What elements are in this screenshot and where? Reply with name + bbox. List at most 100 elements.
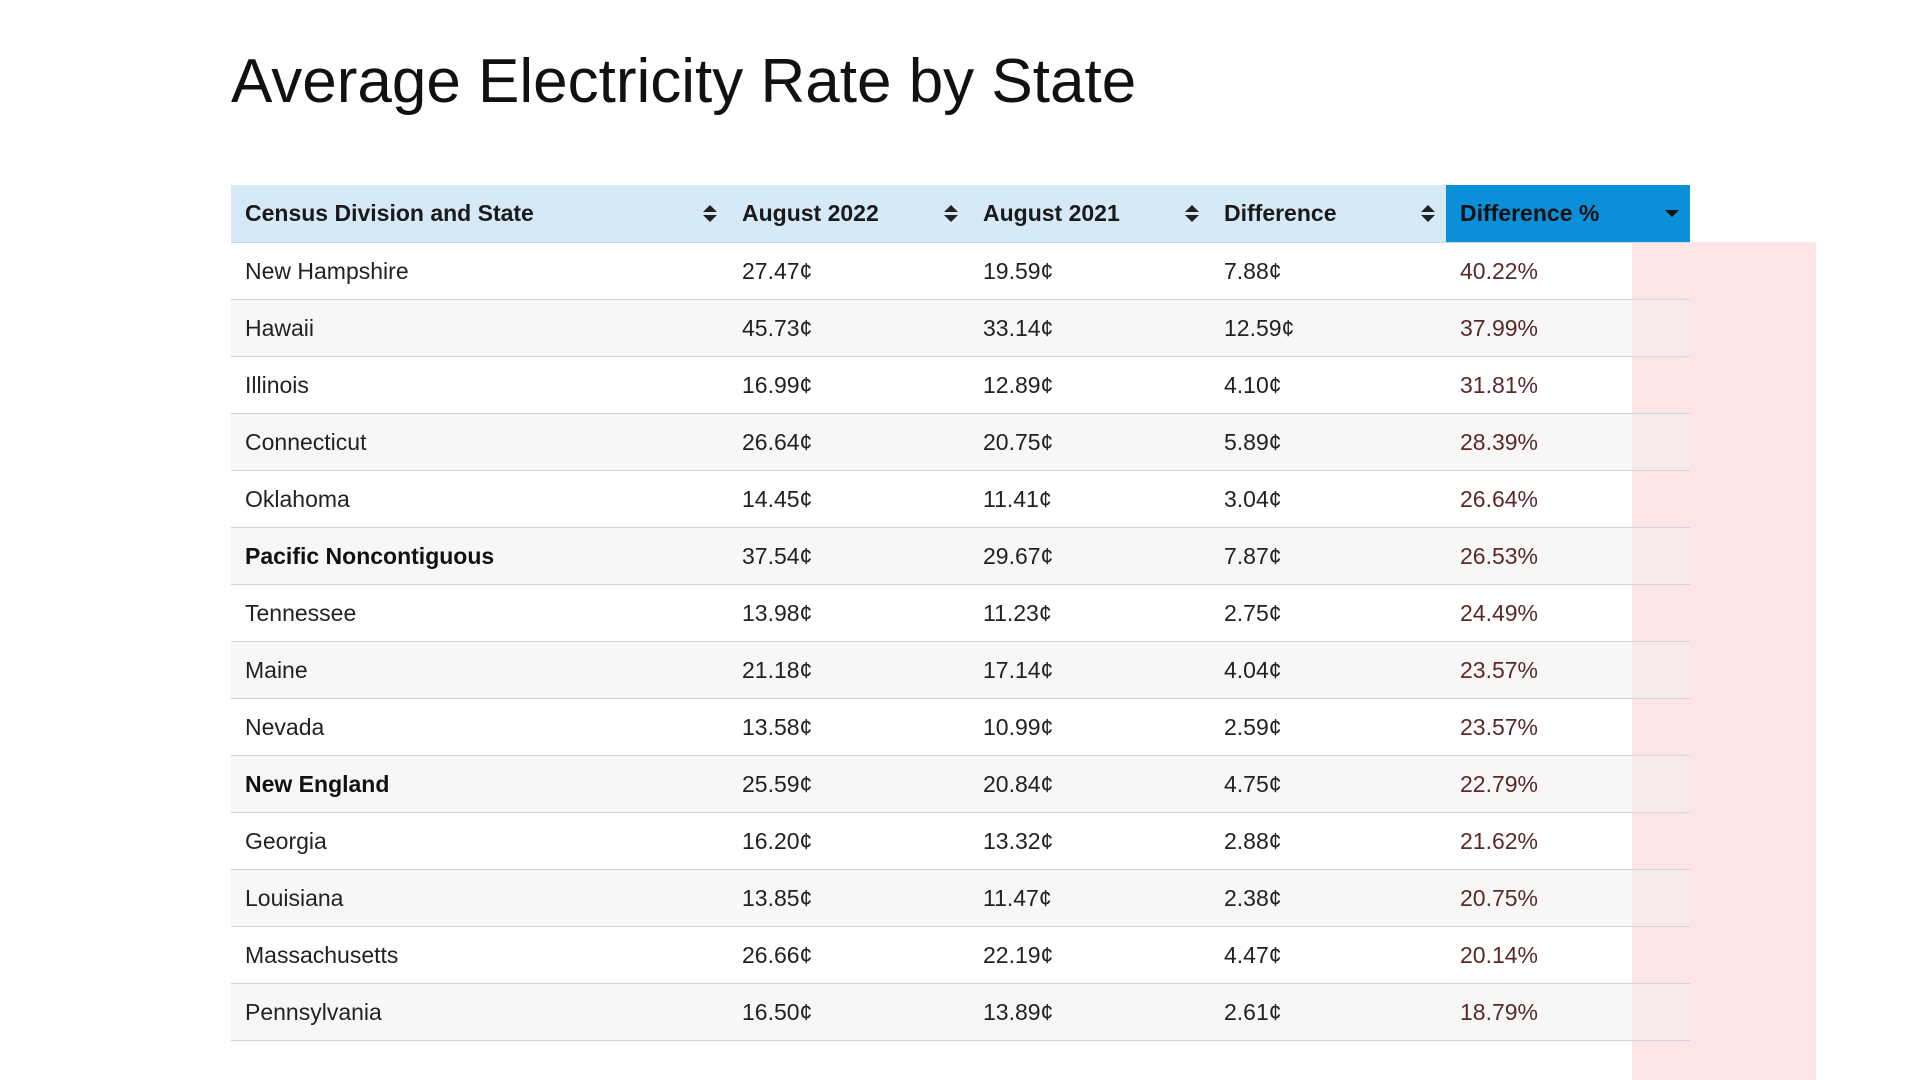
difference-cell: 7.87¢ (1224, 543, 1282, 569)
difference-percent-cell: 23.57% (1460, 714, 1539, 740)
table-row: Maine 21.18¢ 17.14¢ 4.04¢ 23.57% (231, 642, 1690, 699)
august-2022-cell: 16.99¢ (742, 372, 813, 398)
august-2022-cell: 13.58¢ (742, 714, 813, 740)
difference-percent-cell: 18.79% (1460, 999, 1539, 1025)
column-header-state[interactable]: Census Division and State (231, 185, 728, 242)
difference-cell: 4.10¢ (1224, 372, 1282, 398)
august-2021-cell: 12.89¢ (983, 372, 1054, 398)
state-cell: Massachusetts (245, 942, 399, 968)
august-2021-cell: 20.84¢ (983, 771, 1054, 797)
august-2021-cell: 10.99¢ (983, 714, 1054, 740)
difference-percent-cell: 37.99% (1460, 315, 1539, 341)
august-2022-cell: 45.73¢ (742, 315, 813, 341)
difference-cell: 2.61¢ (1224, 999, 1282, 1025)
difference-cell: 2.59¢ (1224, 714, 1282, 740)
table-row: New Hampshire 27.47¢ 19.59¢ 7.88¢ 40.22% (231, 243, 1690, 300)
august-2021-cell: 22.19¢ (983, 942, 1054, 968)
table-row: Hawaii 45.73¢ 33.14¢ 12.59¢ 37.99% (231, 300, 1690, 357)
column-header-label: Census Division and State (245, 200, 534, 226)
state-cell: Georgia (245, 828, 327, 854)
column-header-label: Difference (1224, 200, 1337, 226)
difference-percent-cell: 20.75% (1460, 885, 1539, 911)
difference-percent-cell: 40.22% (1460, 258, 1539, 284)
august-2021-cell: 13.32¢ (983, 828, 1054, 854)
table-row: Georgia 16.20¢ 13.32¢ 2.88¢ 21.62% (231, 813, 1690, 870)
difference-percent-cell: 22.79% (1460, 771, 1539, 797)
table-row: New England 25.59¢ 20.84¢ 4.75¢ 22.79% (231, 756, 1690, 813)
difference-cell: 4.47¢ (1224, 942, 1282, 968)
page-title: Average Electricity Rate by State (231, 47, 1137, 116)
difference-cell: 2.38¢ (1224, 885, 1282, 911)
state-cell: Oklahoma (245, 486, 350, 512)
august-2021-cell: 17.14¢ (983, 657, 1054, 683)
difference-cell: 7.88¢ (1224, 258, 1282, 284)
column-header-label: August 2022 (742, 200, 879, 226)
state-cell: Nevada (245, 714, 325, 740)
difference-percent-cell: 31.81% (1460, 372, 1539, 398)
table-body: New Hampshire 27.47¢ 19.59¢ 7.88¢ 40.22% Hawa… (231, 243, 1690, 1041)
difference-cell: 12.59¢ (1224, 315, 1295, 341)
sort-both-icon[interactable] (1185, 185, 1199, 242)
difference-percent-cell: 26.53% (1460, 543, 1539, 569)
august-2021-cell: 11.47¢ (983, 885, 1052, 911)
august-2021-cell: 19.59¢ (983, 258, 1054, 284)
difference-cell: 2.88¢ (1224, 828, 1282, 854)
difference-percent-cell: 21.62% (1460, 828, 1539, 854)
table-row: Massachusetts 26.66¢ 22.19¢ 4.47¢ 20.14% (231, 927, 1690, 984)
august-2021-cell: 13.89¢ (983, 999, 1054, 1025)
table-row: Oklahoma 14.45¢ 11.41¢ 3.04¢ 26.64% (231, 471, 1690, 528)
table-row: Pacific Noncontiguous 37.54¢ 29.67¢ 7.87¢ 26… (231, 528, 1690, 585)
column-header-difference-percent[interactable]: Difference % (1446, 185, 1690, 242)
difference-percent-cell: 23.57% (1460, 657, 1539, 683)
august-2022-cell: 13.98¢ (742, 600, 813, 626)
table-row: Tennessee 13.98¢ 11.23¢ 2.75¢ 24.49% (231, 585, 1690, 642)
august-2022-cell: 14.45¢ (742, 486, 813, 512)
august-2022-cell: 26.66¢ (742, 942, 813, 968)
august-2021-cell: 11.41¢ (983, 486, 1052, 512)
table-row: Pennsylvania 16.50¢ 13.89¢ 2.61¢ 18.79% (231, 984, 1690, 1041)
difference-cell: 2.75¢ (1224, 600, 1282, 626)
state-cell: Maine (245, 657, 308, 683)
state-cell: Tennessee (245, 600, 357, 626)
sort-both-icon[interactable] (703, 185, 717, 242)
state-cell: New Hampshire (245, 258, 409, 284)
difference-percent-cell: 28.39% (1460, 429, 1539, 455)
state-cell: Illinois (245, 372, 309, 398)
difference-percent-cell: 24.49% (1460, 600, 1539, 626)
difference-cell: 5.89¢ (1224, 429, 1282, 455)
column-header-label: August 2021 (983, 200, 1120, 226)
august-2022-cell: 27.47¢ (742, 258, 813, 284)
august-2022-cell: 26.64¢ (742, 429, 813, 455)
column-header-august-2022[interactable]: August 2022 (728, 185, 969, 242)
state-cell: Louisiana (245, 885, 344, 911)
august-2022-cell: 37.54¢ (742, 543, 813, 569)
august-2021-cell: 11.23¢ (983, 600, 1052, 626)
august-2022-cell: 16.20¢ (742, 828, 813, 854)
state-cell: New England (245, 771, 390, 797)
sort-both-icon[interactable] (944, 185, 958, 242)
difference-percent-cell: 26.64% (1460, 486, 1539, 512)
state-cell: Hawaii (245, 315, 315, 341)
electricity-rate-table: Census Division and State August 2022 Au… (231, 185, 1816, 1080)
table-row: Nevada 13.58¢ 10.99¢ 2.59¢ 23.57% (231, 699, 1690, 756)
column-header-label: Difference % (1460, 200, 1600, 226)
august-2022-cell: 16.50¢ (742, 999, 813, 1025)
august-2021-cell: 20.75¢ (983, 429, 1054, 455)
august-2022-cell: 25.59¢ (742, 771, 813, 797)
difference-percent-cell: 20.14% (1460, 942, 1539, 968)
state-cell: Pacific Noncontiguous (245, 543, 495, 569)
table-row: Illinois 16.99¢ 12.89¢ 4.10¢ 31.81% (231, 357, 1690, 414)
sort-descending-icon[interactable] (1665, 185, 1679, 242)
august-2022-cell: 21.18¢ (742, 657, 813, 683)
difference-cell: 3.04¢ (1224, 486, 1282, 512)
state-cell: Connecticut (245, 429, 367, 455)
august-2021-cell: 29.67¢ (983, 543, 1054, 569)
column-header-difference[interactable]: Difference (1210, 185, 1446, 242)
table-row: Louisiana 13.85¢ 11.47¢ 2.38¢ 20.75% (231, 870, 1690, 927)
difference-cell: 4.04¢ (1224, 657, 1282, 683)
column-header-august-2021[interactable]: August 2021 (969, 185, 1210, 242)
sort-both-icon[interactable] (1421, 185, 1435, 242)
august-2021-cell: 33.14¢ (983, 315, 1054, 341)
august-2022-cell: 13.85¢ (742, 885, 813, 911)
difference-cell: 4.75¢ (1224, 771, 1282, 797)
